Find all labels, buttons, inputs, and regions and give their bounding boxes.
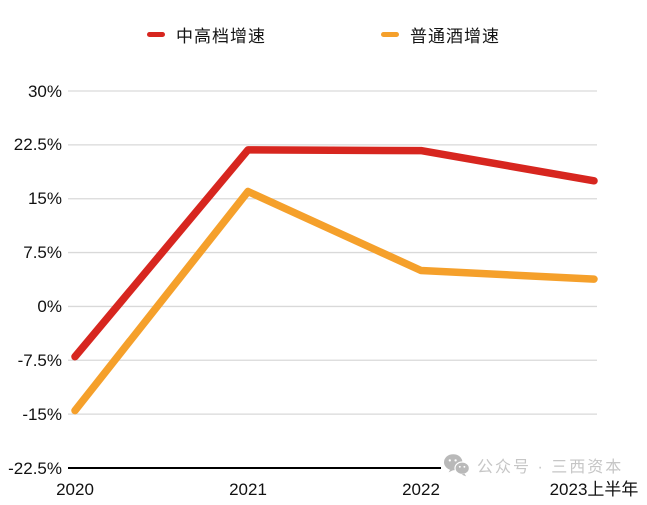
watermark-text: 公众号 · 三西资本	[477, 459, 624, 476]
ytick-30: 30%	[27, 82, 62, 101]
wechat-icon	[444, 454, 470, 477]
ytick-7-5: 7.5%	[23, 243, 62, 262]
ytick-n7-5: -7.5%	[17, 351, 62, 370]
series-line-普通酒增速	[71, 187, 598, 415]
ytick-22-5: 22.5%	[13, 135, 62, 154]
xtick-2023h1: 2023上半年	[549, 480, 639, 499]
series-line-中高档增速	[71, 146, 598, 361]
red-line-swatch-icon	[147, 32, 165, 37]
ytick-n15: -15%	[22, 405, 62, 424]
legend-item-ordinary: 普通酒增速	[381, 22, 500, 47]
legend-item-midhigh: 中高档增速	[147, 22, 266, 47]
xtick-2020: 2020	[56, 480, 94, 499]
ytick-0: 0%	[37, 297, 62, 316]
orange-line-swatch-icon	[381, 32, 399, 37]
watermark: 公众号 · 三西资本	[441, 451, 628, 479]
ytick-n22-5: -22.5%	[8, 459, 62, 478]
legend-label-midhigh: 中高档增速	[176, 27, 266, 46]
chart-legend: 中高档增速 普通酒增速	[0, 22, 647, 47]
ytick-15: 15%	[27, 189, 62, 208]
legend-label-ordinary: 普通酒增速	[410, 27, 500, 46]
xtick-2021: 2021	[229, 480, 267, 499]
xtick-2022: 2022	[402, 480, 440, 499]
